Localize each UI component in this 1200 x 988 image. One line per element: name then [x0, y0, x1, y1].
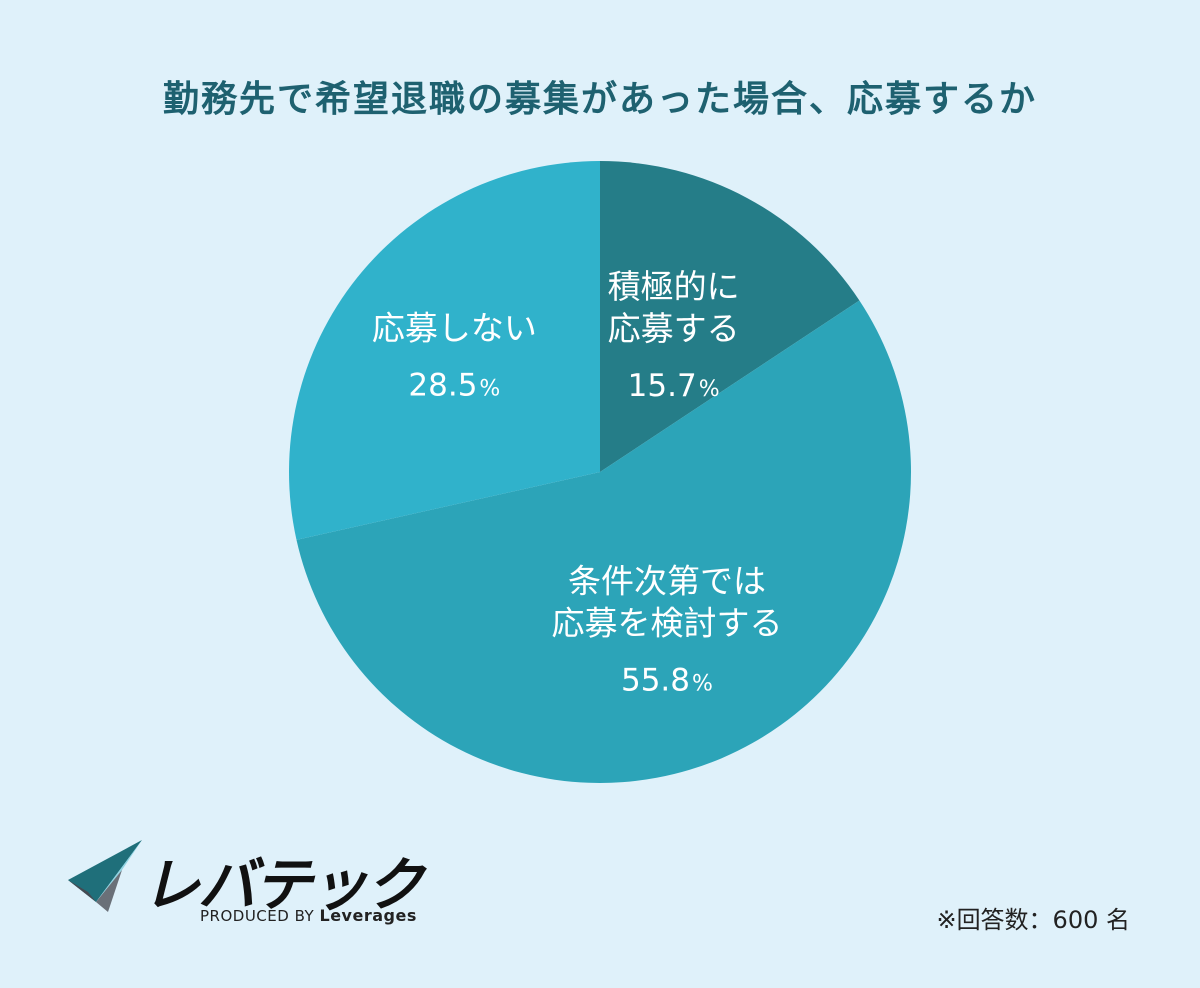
- slice-label-1-line-1: 応募を検討する: [551, 603, 782, 642]
- slice-value-2: 28.5%: [408, 367, 500, 403]
- slice-value-1: 55.8%: [621, 662, 713, 698]
- brand-name: レバテック: [142, 851, 424, 919]
- brand-tagline-prefix: PRODUCED BY: [200, 907, 315, 925]
- brand-tagline-brand: Leverages: [319, 906, 417, 925]
- slice-label-2-line-0: 応募しない: [372, 308, 537, 347]
- pie-slice-0: [600, 161, 860, 472]
- pie-slice-1: [296, 300, 912, 783]
- slice-value-0: 15.7%: [628, 368, 720, 404]
- pie-slice-2: [289, 161, 600, 540]
- slice-label-0-line-1: 応募する: [608, 309, 740, 348]
- chart-title: 勤務先で希望退職の募集があった場合、応募するか: [162, 79, 1037, 120]
- brand-tagline: PRODUCED BY Leverages: [200, 906, 417, 925]
- slice-label-0-line-0: 積極的に: [608, 267, 740, 306]
- slice-label-1-line-0: 条件次第では: [568, 561, 766, 600]
- response-count-note: ※回答数：600 名: [936, 906, 1130, 934]
- brand-logo-icon: [68, 840, 142, 912]
